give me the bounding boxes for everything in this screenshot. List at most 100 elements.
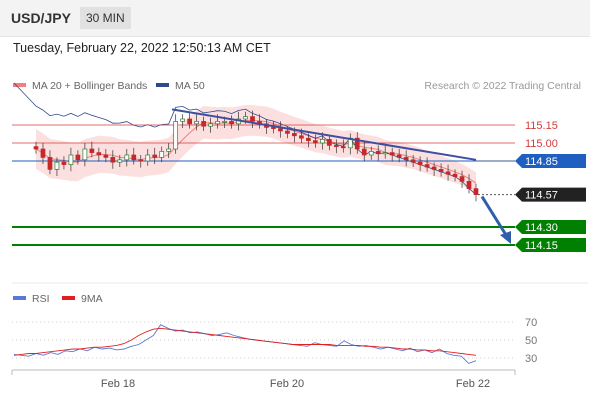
candle-body <box>473 188 479 195</box>
candle-body <box>375 151 381 155</box>
trendline <box>171 108 477 161</box>
price-level-label: 114.15 <box>525 240 558 252</box>
candle-body <box>431 166 437 170</box>
legend-rsi: RSI <box>13 293 50 305</box>
candle-body <box>313 140 318 144</box>
candle-body <box>306 137 311 141</box>
rsi-tick-label: 50 <box>525 335 537 347</box>
price-level-tag <box>515 187 586 202</box>
candle-body <box>180 118 186 122</box>
ma20-line <box>35 119 477 184</box>
candle-body <box>96 152 102 156</box>
candle-body <box>417 161 423 165</box>
price-level-label: 114.30 <box>525 222 558 234</box>
legend-ma20: MA 20 + Bollinger Bands <box>13 80 147 92</box>
price-level-label: 114.85 <box>525 156 558 168</box>
candle-body <box>354 137 360 150</box>
legend-rsi-label: RSI <box>32 293 50 305</box>
candle-body <box>215 121 220 125</box>
candle-body <box>33 146 39 150</box>
ma20-swatch <box>13 83 26 88</box>
price-level-label: 115.00 <box>525 138 558 150</box>
x-tick-label: Feb 20 <box>270 378 304 390</box>
candle-body <box>159 151 165 158</box>
rsi-swatch <box>13 296 26 301</box>
candle-body <box>68 154 74 165</box>
candle-body <box>292 133 297 137</box>
rsi-tick-label: 30 <box>525 353 537 365</box>
rsi-line <box>13 324 477 364</box>
candle-body <box>117 159 123 163</box>
candle-body <box>187 118 193 125</box>
candle-body <box>424 164 430 168</box>
candle-body <box>75 154 81 161</box>
legend-9ma: 9MA <box>62 293 103 305</box>
rsi-ma9-line <box>13 327 477 356</box>
candle-body <box>61 161 67 165</box>
candle-body <box>403 157 409 161</box>
ma9-swatch <box>62 296 75 301</box>
candle-body <box>222 121 227 123</box>
candle-body <box>110 157 116 163</box>
candle-body <box>438 169 444 173</box>
candle-body <box>278 128 283 132</box>
candle-body <box>208 123 213 127</box>
candle-body <box>340 146 346 149</box>
pair-symbol: USD/JPY <box>11 10 71 26</box>
candle-body <box>194 121 199 125</box>
candle-body <box>368 151 374 156</box>
candle-body <box>466 181 472 189</box>
candle-body <box>173 121 179 150</box>
candle-body <box>201 121 206 127</box>
datetime-label: Tuesday, February 22, 2022 12:50:13 AM C… <box>13 41 271 55</box>
price-level-label: 114.57 <box>525 190 558 202</box>
candle-body <box>103 154 109 158</box>
price-level-tag <box>515 238 586 252</box>
candle-body <box>47 157 53 170</box>
candle-body <box>382 152 388 155</box>
research-credit: Research © 2022 Trading Central <box>424 80 581 92</box>
candle-body <box>396 154 402 158</box>
candle-body <box>452 173 458 177</box>
candle-body <box>250 116 255 122</box>
candle-body <box>319 139 325 144</box>
candle-body <box>299 135 304 139</box>
candle-body <box>285 130 290 134</box>
header-bar: USD/JPY 30 MIN <box>0 0 590 37</box>
candle-body <box>40 148 46 158</box>
candle-body <box>243 116 248 120</box>
candle-body <box>271 127 276 129</box>
legend-ma50: MA 50 <box>156 80 205 92</box>
candle-body <box>124 154 130 161</box>
candle-body <box>389 152 395 156</box>
candle-body <box>229 121 234 125</box>
candle-body <box>152 154 158 158</box>
price-level-tag <box>515 220 586 234</box>
legend-ma9-label: 9MA <box>81 293 103 305</box>
legend-ma20-label: MA 20 + Bollinger Bands <box>32 80 148 92</box>
x-tick-label: Feb 22 <box>456 378 490 390</box>
candle-body <box>361 148 367 156</box>
forecast-arrow-head <box>500 231 511 244</box>
candle-body <box>326 139 332 146</box>
candle-body <box>333 145 339 147</box>
candle-body <box>54 161 60 170</box>
price-level-tag <box>515 154 586 168</box>
x-tick-label: Feb 18 <box>101 378 135 390</box>
candle-body <box>138 159 144 162</box>
candle-body <box>166 148 172 152</box>
candle-body <box>459 176 465 182</box>
candle-body <box>131 154 137 161</box>
forecast-arrow-line <box>480 195 508 236</box>
timeframe-button[interactable]: 30 MIN <box>80 7 131 29</box>
price-level-label: 115.15 <box>525 120 558 132</box>
candle-body <box>145 154 151 162</box>
candle-body <box>89 148 95 153</box>
legend-ma50-label: MA 50 <box>175 80 205 92</box>
rsi-tick-label: 70 <box>525 317 537 329</box>
bollinger-bands <box>36 104 476 194</box>
candle-body <box>445 171 451 175</box>
candle-body <box>410 159 416 163</box>
candle-body <box>82 148 88 161</box>
